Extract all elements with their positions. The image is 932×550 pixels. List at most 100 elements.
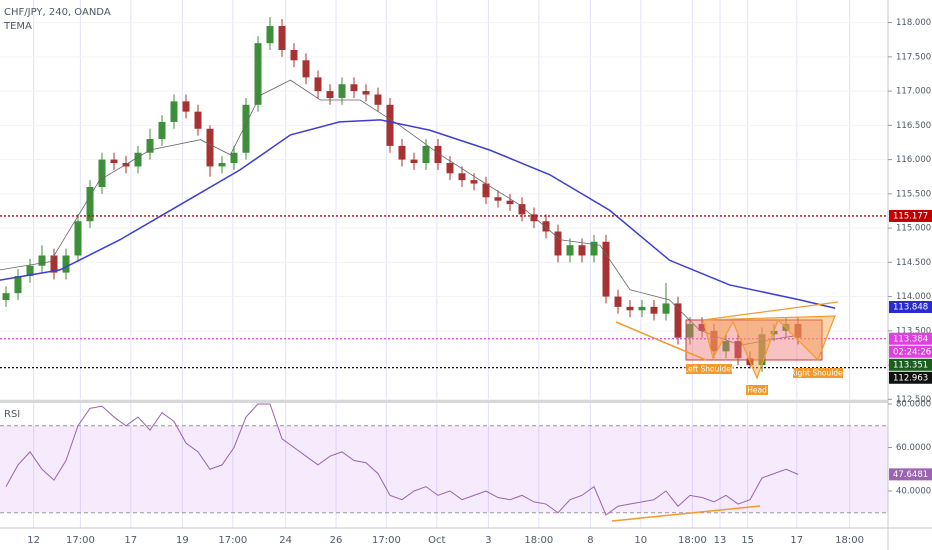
candle-body xyxy=(446,163,454,174)
candle-body xyxy=(230,152,238,164)
candle-body xyxy=(794,323,802,338)
chart-title: CHF/JPY, 240, OANDA xyxy=(4,7,111,18)
x-tick-label: 17 xyxy=(790,535,803,546)
candle-body xyxy=(674,303,682,338)
candle-body xyxy=(362,91,370,95)
candle-body xyxy=(758,334,766,366)
candle-body xyxy=(470,180,478,184)
y-tick-label: 114.500 xyxy=(896,258,931,268)
rsi-band xyxy=(0,425,888,513)
candle-body xyxy=(482,183,490,198)
pattern: Left Shoulder Head Right Shoulder xyxy=(611,301,847,522)
candle-body xyxy=(458,173,466,181)
candle-body xyxy=(566,245,574,256)
candle-body xyxy=(554,231,562,256)
x-tick-label: 26 xyxy=(330,535,343,546)
candle-body xyxy=(590,241,598,256)
grid xyxy=(0,0,888,528)
y-tick-label: 114.000 xyxy=(896,292,931,302)
value-label-box xyxy=(889,468,932,481)
candle-body xyxy=(650,306,658,314)
candle-body xyxy=(374,94,382,105)
price-label: 113.848 xyxy=(893,302,928,312)
candle-body xyxy=(350,84,358,92)
x-tick-label: 24 xyxy=(279,535,292,546)
rsi-trend-line xyxy=(611,505,761,522)
candle-body xyxy=(314,77,322,92)
candle-body xyxy=(398,145,406,160)
candle-body xyxy=(26,265,34,277)
price-label-box xyxy=(889,332,932,345)
annotation-box xyxy=(686,364,732,374)
candle-body xyxy=(290,50,298,61)
candle-body xyxy=(386,104,394,146)
indicator-line xyxy=(0,79,801,346)
candle-body xyxy=(302,60,310,78)
candle-body xyxy=(86,186,94,222)
y-tick-label: 116.500 xyxy=(896,121,931,131)
candle-body xyxy=(134,152,142,167)
candle-body xyxy=(710,330,718,352)
candle-body xyxy=(74,221,82,256)
x-tick-label: 15 xyxy=(741,535,754,546)
rsi-title: RSI xyxy=(4,409,20,420)
y-tick-label: 40.0000 xyxy=(896,487,931,497)
candle-body xyxy=(338,84,346,98)
countdown: 02:24:26 xyxy=(893,347,931,357)
price-label: 115.177 xyxy=(893,211,928,221)
candle-body xyxy=(734,341,742,359)
candle-body xyxy=(158,121,166,140)
x-tick-label: 18:00 xyxy=(835,535,864,546)
candle-body xyxy=(326,91,334,98)
x-tick-label: 18:00 xyxy=(524,535,553,546)
price-label: 112.963 xyxy=(893,373,928,383)
candle-body xyxy=(218,163,226,167)
x-tick-label: 13 xyxy=(714,535,727,546)
x-tick-label: 8 xyxy=(587,535,593,546)
price-label-box xyxy=(889,371,932,384)
candle-body xyxy=(206,128,214,167)
labels: 12 17:00 17 19 17:00 24 26 17:00 Oct 3 18:00 8 10 18:… xyxy=(27,18,932,546)
candle-body xyxy=(98,159,106,187)
candle-body xyxy=(242,104,250,153)
x-tick-label: 17:00 xyxy=(218,535,247,546)
candle-body xyxy=(578,245,586,256)
candle-body xyxy=(434,145,442,164)
y-tick-label: 115.000 xyxy=(896,224,931,234)
candle-body xyxy=(626,306,634,311)
x-tick-label: 17:00 xyxy=(66,535,95,546)
candle-body xyxy=(278,26,286,50)
candle-body xyxy=(422,145,430,164)
price-label: 113.351 xyxy=(893,360,928,370)
legend-entry: TEMA xyxy=(3,21,32,32)
price-label-box xyxy=(889,209,932,222)
candle-body xyxy=(38,255,46,266)
x-tick-label: Oct xyxy=(428,535,445,546)
y-tick-label: 115.500 xyxy=(896,189,931,199)
candle-body xyxy=(266,26,274,44)
x-tick-label: 3 xyxy=(485,535,491,546)
rsi-line xyxy=(5,403,799,516)
annotation: Left Shoulder xyxy=(684,365,735,374)
price-label-box xyxy=(889,358,932,371)
x-tick-label: 10 xyxy=(634,535,647,546)
candle-body xyxy=(614,296,622,307)
y-tick-label: 118.000 xyxy=(896,18,931,28)
x-tick-label: 19 xyxy=(176,535,189,546)
rsi-band xyxy=(0,425,888,514)
y-tick-label: 113.500 xyxy=(896,326,931,336)
candle-body xyxy=(662,303,670,314)
countdown-box xyxy=(889,345,932,358)
x-tick-label: 18:00 xyxy=(678,535,707,546)
x-tick-label: 17 xyxy=(124,535,137,546)
annotation-box xyxy=(746,385,768,395)
indicator-line xyxy=(0,119,836,309)
candle-body xyxy=(494,197,502,201)
price-label-box xyxy=(889,300,932,313)
y-tick-label: 116.000 xyxy=(896,155,931,165)
candle-body xyxy=(62,255,70,273)
candle-body xyxy=(182,101,190,112)
candle-body xyxy=(518,204,526,215)
